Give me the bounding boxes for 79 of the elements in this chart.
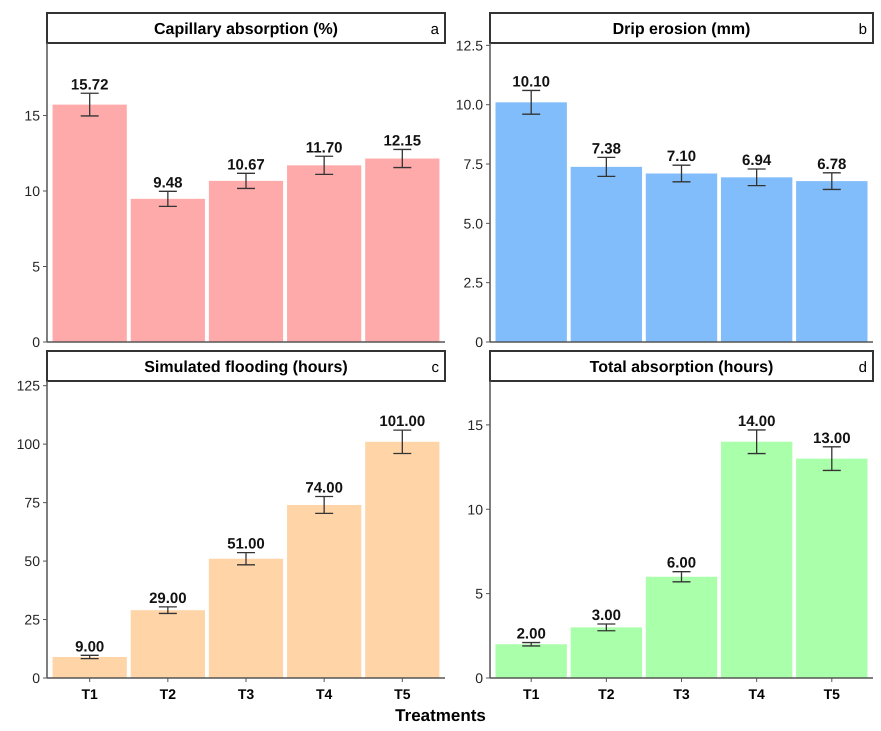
data-label: 51.00 (227, 536, 265, 553)
bar (496, 644, 567, 678)
x-tick-label: T3 (238, 686, 254, 702)
x-tick-label: T5 (394, 686, 411, 702)
data-label: 6.00 (666, 554, 696, 572)
data-label: 9.00 (75, 638, 104, 656)
data-label: 11.70 (306, 139, 343, 156)
y-tick-label: 25 (24, 612, 40, 628)
bar (496, 102, 567, 342)
text: d (858, 359, 867, 376)
x-axis-title: Treatments (395, 706, 486, 725)
data-label: 9.48 (153, 174, 182, 192)
data-label: 6.78 (817, 156, 846, 173)
data-label: 10.10 (512, 73, 550, 90)
x-tick-label: T1 (82, 686, 98, 702)
x-tick-label: T4 (748, 686, 766, 702)
data-label: 14.00 (738, 412, 776, 430)
bar (646, 174, 718, 342)
chart-title: Total absorption (hours) (590, 359, 774, 376)
y-tick-label: 10 (24, 182, 40, 199)
data-label: 10.67 (227, 156, 265, 174)
data-label: 7.10 (666, 148, 696, 166)
data-label: 12.15 (384, 132, 422, 150)
y-tick-label: 12.5 (456, 37, 484, 54)
y-tick-label: 125 (16, 378, 40, 394)
data-label: 15.72 (70, 76, 108, 94)
y-tick-label: 0 (32, 334, 40, 350)
y-tick-label: 75 (24, 494, 40, 511)
y-tick-label: 0 (475, 334, 484, 350)
bar (52, 104, 127, 342)
y-tick-label: 0 (32, 670, 40, 686)
chart-title: Capillary absorption (%) (154, 21, 338, 38)
x-tick-label: T2 (160, 686, 176, 702)
y-tick-label: 0 (475, 670, 484, 686)
data-label: 74.00 (305, 480, 343, 497)
x-tick-label: T2 (598, 686, 615, 702)
data-label: 13.00 (813, 430, 851, 447)
data-label: 101.00 (379, 413, 426, 430)
bar (720, 177, 792, 342)
y-tick-label: 5 (475, 586, 484, 602)
bar (365, 442, 440, 678)
x-tick-label: T1 (523, 686, 540, 702)
y-tick-label: 100 (16, 436, 40, 452)
bar (365, 158, 440, 342)
bar (646, 576, 718, 678)
data-label: 6.94 (742, 152, 772, 170)
bar (208, 180, 284, 342)
y-tick-label: 5 (32, 258, 40, 274)
bar (570, 166, 642, 342)
chart-title: Drip erosion (mm) (612, 21, 750, 38)
data-label: 7.38 (592, 140, 621, 158)
text: b (858, 21, 867, 38)
text: c (432, 359, 440, 376)
y-tick-label: 15 (467, 416, 484, 433)
bar (130, 610, 205, 678)
data-label: 2.00 (516, 626, 546, 643)
x-tick-label: T3 (673, 686, 690, 702)
y-tick-label: 5.0 (464, 215, 484, 232)
bar (130, 198, 205, 342)
bar (287, 165, 362, 342)
chart-title: Simulated flooding (hours) (144, 359, 348, 376)
y-tick-label: 10 (467, 501, 484, 518)
x-tick-label: T4 (316, 686, 333, 702)
x-tick-label: T5 (824, 686, 840, 702)
bar (720, 442, 792, 678)
bar (796, 458, 868, 678)
bar (208, 558, 284, 678)
y-tick-label: 10.0 (456, 96, 484, 113)
y-tick-label: 2.5 (464, 274, 484, 291)
data-label: 29.00 (149, 590, 187, 607)
text: a (430, 21, 440, 38)
bar (796, 181, 868, 342)
y-tick-label: 7.5 (464, 156, 484, 172)
data-label: 3.00 (592, 607, 621, 624)
bar (287, 504, 362, 678)
y-tick-label: 15 (24, 107, 40, 124)
bar (570, 627, 642, 678)
bar (52, 656, 127, 678)
y-tick-label: 50 (24, 553, 40, 570)
